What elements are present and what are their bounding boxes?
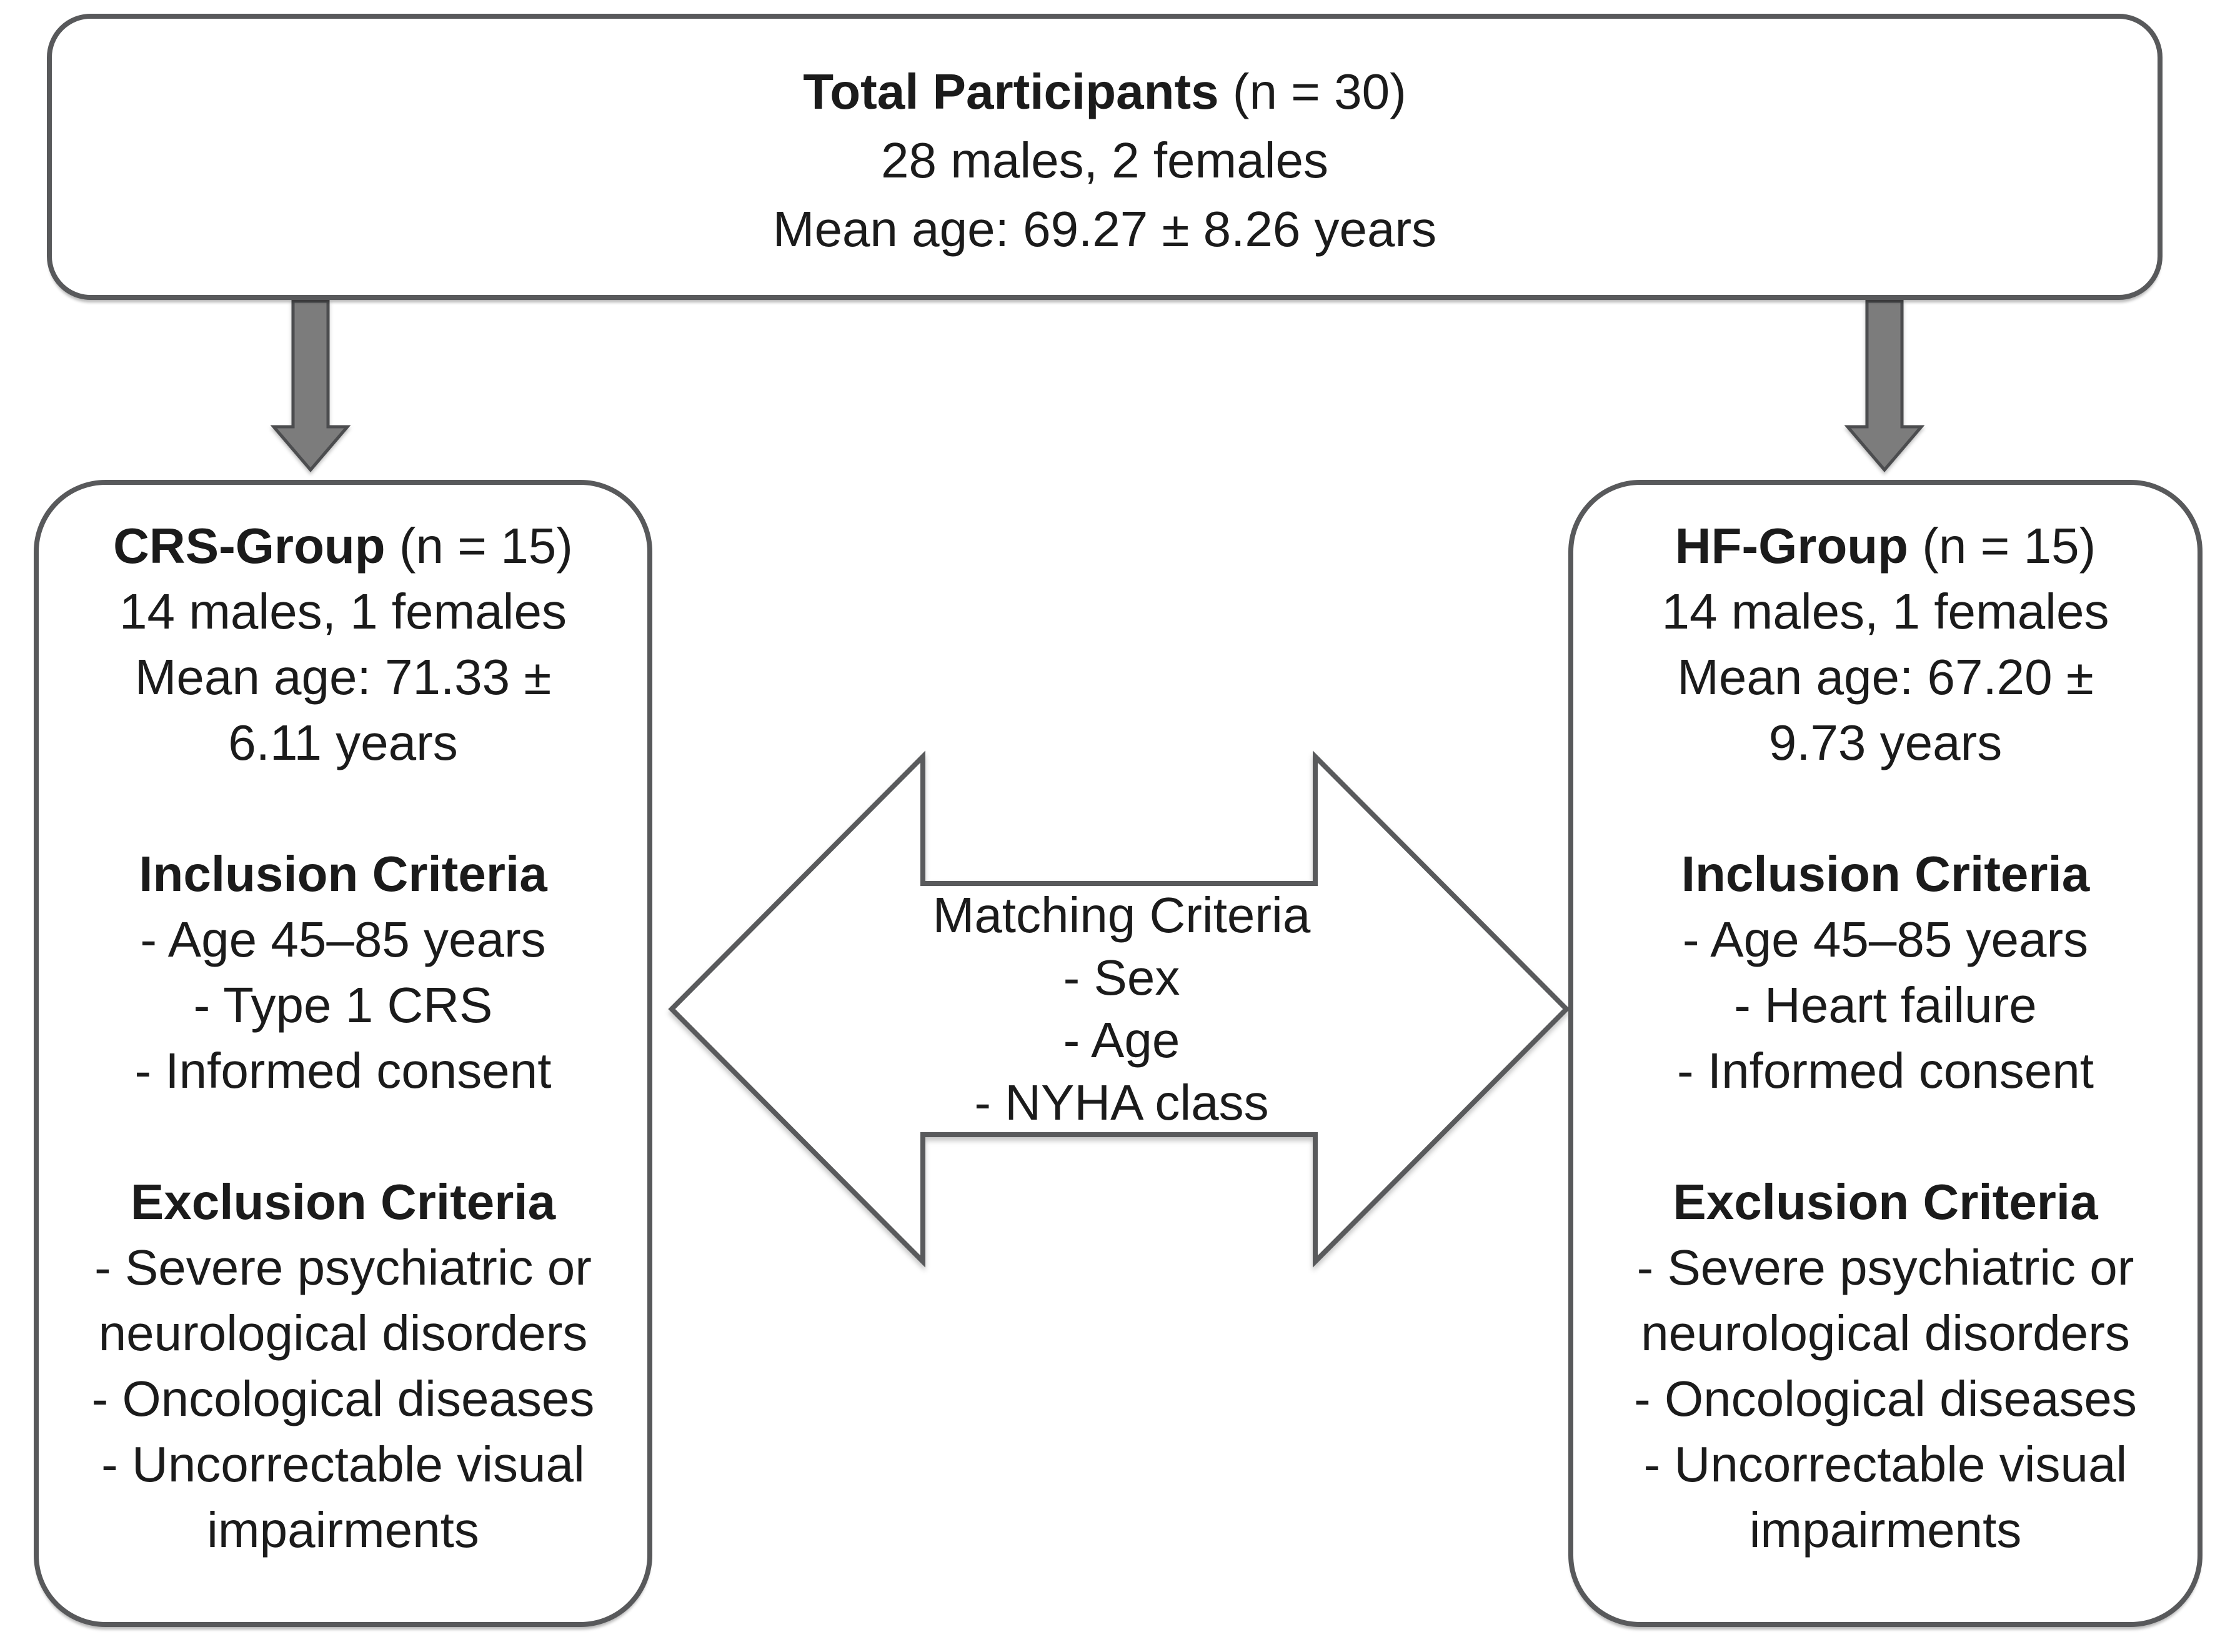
crs-exclusion-item: - Severe psychiatric or — [94, 1240, 592, 1295]
hf-inclusion-item: - Age 45–85 years — [1682, 912, 2089, 967]
matching-item-sex: - Sex — [1063, 950, 1180, 1005]
crs-group-age-line-1: Mean age: 71.33 ± — [134, 649, 552, 705]
total-participants-sex-line: 28 males, 2 females — [881, 132, 1328, 188]
matching-item-nyha: - NYHA class — [974, 1075, 1269, 1130]
hf-group-age-line-1: Mean age: 67.20 ± — [1677, 649, 2094, 705]
total-participants-age-line: Mean age: 69.27 ± 8.26 years — [772, 201, 1437, 257]
matching-criteria-text: Matching Criteria - Sex - Age - NYHA cla… — [875, 883, 1368, 1135]
hf-inclusion-title: Inclusion Criteria — [1681, 846, 2090, 902]
crs-exclusion-item: impairments — [207, 1502, 479, 1558]
hf-group-age-line-2: 9.73 years — [1768, 715, 2003, 770]
crs-inclusion-item: - Informed consent — [134, 1043, 552, 1098]
crs-inclusion-item: - Type 1 CRS — [193, 977, 493, 1033]
double-arrow-icon — [668, 750, 1570, 1268]
crs-exclusion-title: Exclusion Criteria — [130, 1174, 556, 1230]
hf-group-title-bold: HF-Group — [1675, 518, 1909, 574]
crs-exclusion-item: - Oncological diseases — [91, 1371, 595, 1426]
matching-criteria-title: Matching Criteria — [932, 887, 1311, 943]
crs-group-title-n: (n = 15) — [385, 518, 573, 574]
crs-exclusion-item: neurological disorders — [98, 1305, 588, 1361]
hf-exclusion-item: neurological disorders — [1641, 1305, 2130, 1361]
crs-group-age-line-2: 6.11 years — [228, 715, 458, 770]
hf-exclusion-title: Exclusion Criteria — [1673, 1174, 2098, 1230]
hf-group-box: HF-Group (n = 15) 14 males, 1 females Me… — [1568, 480, 2203, 1627]
total-participants-title: Total Participants (n = 30) — [803, 57, 1406, 126]
total-participants-title-bold: Total Participants — [803, 64, 1219, 119]
crs-group-title: CRS-Group (n = 15) — [113, 513, 573, 579]
crs-group-sex-line: 14 males, 1 females — [119, 584, 567, 639]
crs-group-box: CRS-Group (n = 15) 14 males, 1 females M… — [34, 480, 652, 1627]
crs-inclusion-title: Inclusion Criteria — [139, 846, 547, 902]
down-arrow-crs-icon — [270, 299, 351, 472]
hf-group-sex-line: 14 males, 1 females — [1661, 584, 2109, 639]
crs-group-title-bold: CRS-Group — [113, 518, 386, 574]
hf-inclusion-item: - Informed consent — [1677, 1043, 2094, 1098]
hf-exclusion-item: - Severe psychiatric or — [1636, 1240, 2134, 1295]
crs-inclusion-item: - Age 45–85 years — [140, 912, 546, 967]
crs-exclusion-item: - Uncorrectable visual — [101, 1436, 585, 1492]
total-participants-box: Total Participants (n = 30) 28 males, 2 … — [47, 14, 2163, 300]
down-arrow-hf-icon — [1844, 299, 1925, 472]
hf-exclusion-item: - Oncological diseases — [1634, 1371, 2137, 1426]
hf-inclusion-item: - Heart failure — [1734, 977, 2037, 1033]
hf-group-title-n: (n = 15) — [1908, 518, 2096, 574]
matching-item-age: - Age — [1063, 1012, 1180, 1068]
total-participants-title-n: (n = 30) — [1218, 64, 1406, 119]
hf-exclusion-item: impairments — [1749, 1502, 2022, 1558]
hf-exclusion-item: - Uncorrectable visual — [1643, 1436, 2128, 1492]
hf-group-title: HF-Group (n = 15) — [1675, 513, 2096, 579]
